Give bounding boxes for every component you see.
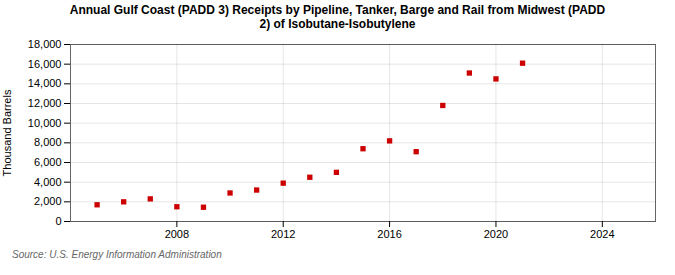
svg-text:0: 0 [55,215,61,227]
svg-text:2024: 2024 [590,228,614,240]
svg-text:18,000: 18,000 [28,38,62,50]
svg-text:2012: 2012 [271,228,295,240]
svg-text:2016: 2016 [377,228,401,240]
svg-text:8,000: 8,000 [34,136,62,148]
svg-text:4,000: 4,000 [34,175,62,187]
svg-text:12,000: 12,000 [28,97,62,109]
svg-text:16,000: 16,000 [28,57,62,69]
svg-text:6,000: 6,000 [34,156,62,168]
svg-text:2020: 2020 [484,228,508,240]
svg-text:14,000: 14,000 [28,77,62,89]
svg-text:2008: 2008 [165,228,189,240]
html-text:Annual Gulf Coast (PADD 3) Rec: Annual Gulf Coast (PADD 3) Receipts by P… [69,3,606,32]
svg-text:Thousand Barrels: Thousand Barrels [1,89,13,176]
html-text:Source: U.S. Energy Informatio: Source: U.S. Energy Information Administ… [12,248,222,260]
svg-text:10,000: 10,000 [28,116,62,128]
svg-text:2,000: 2,000 [34,195,62,207]
